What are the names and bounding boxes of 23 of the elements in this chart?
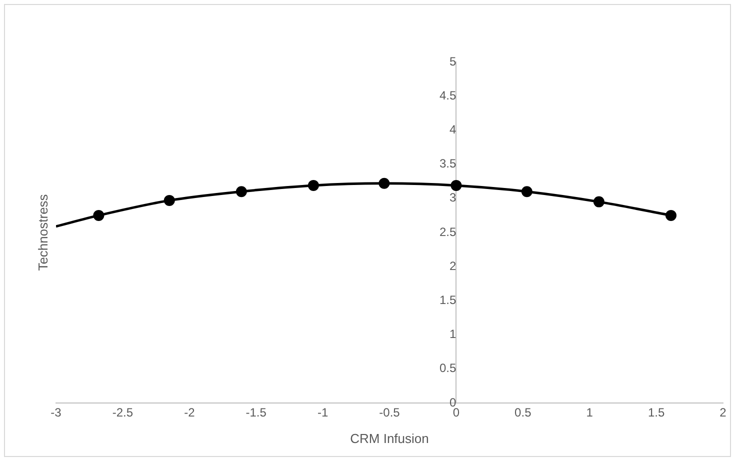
y-tick-label: 4.5 [440,88,457,102]
y-tick-label: 3 [450,190,457,205]
x-tick-label: -3 [50,406,62,420]
x-tick-label: -0.5 [379,406,400,420]
y-tick-label: 5 [450,54,457,68]
y-tick-label: 1.5 [440,293,457,308]
x-tick-label: -2.5 [112,406,134,420]
y-tick-label: 2 [450,258,457,273]
x-tick-label: 2 [720,406,727,420]
y-tick-label: 3.5 [440,156,457,171]
y-tick-label: 0.5 [440,361,457,376]
x-tick-label: -2 [184,406,196,420]
x-tick-label: -1.5 [246,406,267,420]
x-tick-label: 1.5 [648,406,665,420]
x-tick-label: 0.5 [514,406,532,420]
y-axis-title: Technostress [36,194,51,271]
y-tick-label: 4 [450,122,457,137]
x-tick-label: -1 [317,406,328,420]
y-tick-label: 0 [450,395,457,410]
x-axis-title: CRM Infusion [350,430,429,446]
y-tick-label: 2.5 [440,224,457,239]
y-tick-label: 1 [450,327,457,342]
x-tick-label: 1 [586,406,594,420]
